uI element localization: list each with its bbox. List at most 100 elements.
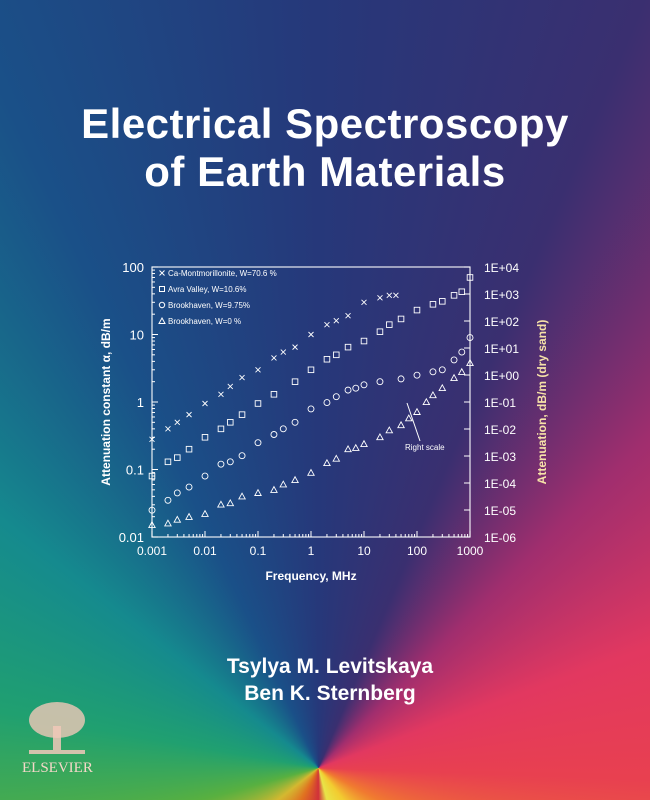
y2-tick-label: 1E+04	[484, 261, 519, 275]
data-point-x	[377, 294, 383, 301]
x-tick-label: 1	[308, 544, 315, 558]
data-point-triangle	[269, 485, 278, 493]
annotation-arrow	[406, 402, 421, 442]
y-axis-label: Attenuation constant α, dB/m	[99, 318, 113, 485]
data-point-triangle	[291, 475, 300, 483]
data-point-circle	[226, 458, 234, 466]
publisher-name: ELSEVIER	[22, 760, 93, 776]
data-point-square	[386, 321, 393, 328]
data-point-square	[238, 411, 246, 418]
chart-marks	[148, 270, 474, 528]
data-point-x	[227, 383, 234, 390]
data-point-circle	[164, 496, 172, 504]
data-point-x	[393, 292, 399, 299]
x-axis-label: Frequency, MHz	[265, 569, 356, 583]
data-point-circle	[429, 368, 437, 376]
chart-axes: 0.001 0.01 0.1 1 10 100 10000.010.11101001E-06…	[119, 260, 520, 558]
data-point-circle	[279, 425, 287, 433]
data-point-square	[291, 378, 299, 385]
data-point-x	[333, 317, 340, 324]
data-point-x	[324, 321, 330, 328]
data-point-square	[397, 315, 405, 323]
data-point-x	[271, 355, 277, 361]
data-point-x	[280, 349, 287, 355]
data-point-triangle	[148, 520, 156, 528]
y2-tick-label: 1E+02	[484, 315, 519, 329]
y2-tick-label: 1E-04	[484, 477, 516, 491]
data-point-x	[218, 391, 224, 398]
x-tick-label: 1000	[457, 544, 484, 558]
data-point-triangle	[360, 439, 368, 447]
data-point-triangle	[438, 383, 447, 392]
data-point-square	[185, 445, 193, 453]
data-point-circle	[148, 506, 156, 514]
data-point-circle	[270, 431, 278, 438]
legend-marker	[158, 301, 166, 309]
legend-marker	[158, 316, 166, 324]
data-point-circle	[307, 405, 315, 413]
data-point-circle	[173, 489, 181, 497]
data-point-x	[292, 344, 298, 350]
data-point-triangle	[428, 390, 437, 399]
y2-tick-label: 1E-06	[484, 531, 516, 545]
data-point-triangle	[216, 500, 225, 508]
y-tick-label: 10	[130, 328, 144, 343]
data-point-triangle	[385, 426, 394, 434]
data-point-triangle	[457, 367, 466, 375]
data-point-triangle	[254, 488, 262, 496]
data-point-square	[450, 292, 458, 299]
data-point-square	[429, 301, 437, 308]
y-tick-label: 0.1	[126, 463, 144, 478]
data-point-circle	[438, 366, 446, 374]
data-point-x	[386, 292, 393, 299]
data-point-square	[344, 343, 352, 351]
data-point-triangle	[351, 443, 360, 451]
data-point-x	[165, 426, 171, 432]
data-point-triangle	[185, 512, 194, 520]
data-point-triangle	[422, 397, 431, 406]
x-tick-label: 10	[357, 544, 371, 558]
data-point-circle	[458, 348, 466, 356]
y-tick-label: 100	[122, 260, 144, 275]
data-point-circle	[238, 452, 246, 460]
x-tick-label: 0.1	[250, 544, 267, 558]
data-point-x	[361, 299, 367, 306]
y2-tick-label: 1E+00	[484, 369, 519, 383]
legend-marker	[159, 270, 165, 276]
data-point-x	[149, 436, 155, 443]
data-point-square	[227, 419, 234, 426]
data-point-triangle	[413, 407, 421, 415]
data-point-circle	[360, 381, 368, 389]
x-tick-label: 100	[407, 544, 427, 558]
data-point-circle	[413, 371, 421, 379]
data-point-triangle	[173, 515, 182, 523]
data-point-circle	[332, 393, 340, 401]
data-point-triangle	[163, 519, 172, 527]
x-tick-label: 0.001	[137, 544, 167, 558]
data-point-circle	[450, 356, 458, 364]
data-point-x	[239, 374, 245, 381]
data-point-triangle	[375, 432, 384, 441]
author-2: Ben K. Sternberg	[244, 682, 416, 705]
data-point-circle	[466, 334, 474, 342]
data-point-x	[255, 366, 261, 373]
data-point-triangle	[226, 498, 235, 507]
data-point-square	[360, 337, 368, 345]
data-point-triangle	[279, 480, 288, 488]
y-tick-label: 1	[137, 395, 144, 410]
y2-tick-label: 1E-02	[484, 423, 516, 437]
data-point-circle	[344, 386, 352, 394]
data-point-square	[148, 472, 156, 480]
data-point-square	[174, 454, 181, 461]
y2-tick-label: 1E-03	[484, 450, 516, 464]
data-point-circle	[397, 375, 405, 383]
data-point-triangle	[307, 468, 315, 476]
x-tick-label: 0.01	[193, 544, 217, 558]
data-point-triangle	[397, 420, 406, 429]
y2-tick-label: 1E-05	[484, 504, 516, 518]
y2-axis-label: Attenuation, dB/m (dry sand)	[535, 320, 549, 485]
data-point-triangle	[466, 358, 474, 366]
data-point-circle	[217, 460, 225, 468]
data-point-triangle	[332, 454, 341, 462]
